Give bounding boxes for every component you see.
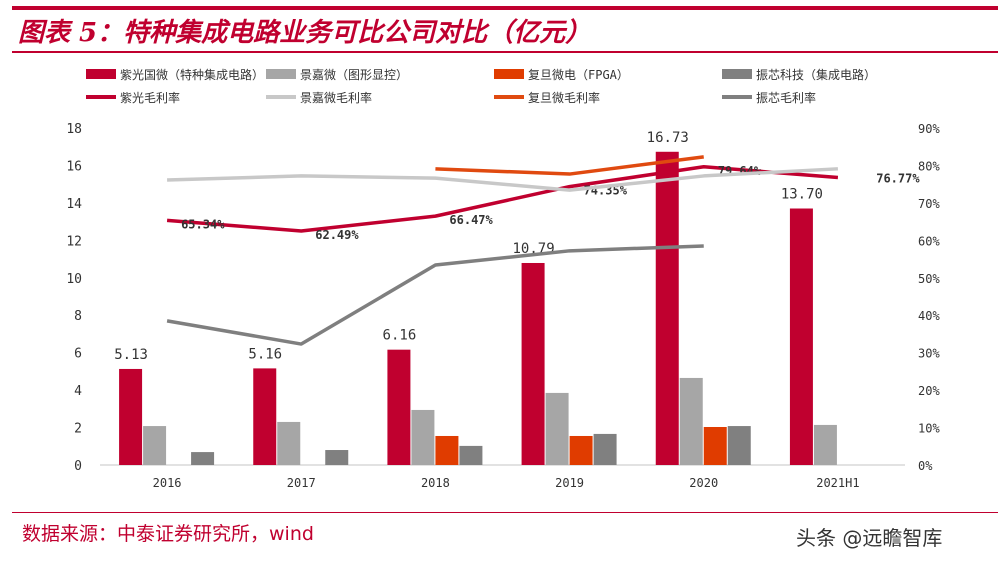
bar-1 <box>521 262 545 465</box>
y-right-tick-label: 50% <box>918 272 940 286</box>
bar-1 <box>253 368 277 465</box>
bar-data-label: 5.16 <box>248 346 282 362</box>
y-right-tick-label: 40% <box>918 309 940 323</box>
x-tick-label: 2018 <box>421 476 450 490</box>
bar-2 <box>411 409 435 465</box>
y-left-tick-label: 14 <box>66 197 82 212</box>
bar-2 <box>545 392 569 465</box>
line-data-label: 62.49% <box>315 228 359 242</box>
bar-1 <box>387 349 411 465</box>
x-tick-label: 2019 <box>555 476 584 490</box>
legend-label: 景嘉微（图形显控） <box>300 68 408 82</box>
y-left-tick-label: 0 <box>74 459 82 474</box>
line-data-label: 65.34% <box>181 217 225 231</box>
x-tick-label: 2020 <box>689 476 718 490</box>
y-right-tick-label: 0% <box>918 459 933 473</box>
title-rule <box>12 51 998 53</box>
y-left-tick-label: 4 <box>74 384 82 399</box>
bar-data-label: 16.73 <box>647 130 689 146</box>
y-right-tick-label: 30% <box>918 347 940 361</box>
bar-3 <box>569 435 593 465</box>
line-series-3 <box>435 155 704 176</box>
legend-label: 振芯毛利率 <box>756 90 816 105</box>
y-left-tick-label: 2 <box>74 422 82 437</box>
line-data-label: 76.77% <box>876 172 920 186</box>
x-tick-label: 2017 <box>287 476 316 490</box>
y-right-tick-label: 80% <box>918 159 940 173</box>
bar-2 <box>813 424 837 465</box>
x-tick-label: 2021H1 <box>816 476 859 490</box>
source-note: 数据来源：中泰证券研究所，wind <box>22 523 314 545</box>
line-series-2 <box>167 167 839 192</box>
y-left-tick-label: 16 <box>66 159 82 174</box>
y-right-tick-label: 90% <box>918 122 940 136</box>
line-series-1 <box>166 165 839 233</box>
y-right-tick-label: 60% <box>918 234 940 248</box>
y-left-tick-label: 8 <box>74 309 82 324</box>
figure-title: 图表 5：特种集成电路业务可比公司对比（亿元） <box>18 18 592 48</box>
top-rule <box>12 6 998 10</box>
bar-1 <box>119 368 143 465</box>
x-tick-label: 2016 <box>153 476 182 490</box>
bar-4 <box>191 452 215 465</box>
chart: 0 2 4 6 8 10 12 14 16 18 0% 10% 20% 30% 40% 50% 60% 70% 80… <box>66 67 940 490</box>
y-right-tick-label: 20% <box>918 384 940 398</box>
bar-data-label: 13.70 <box>781 187 823 203</box>
bar-data-label: 6.16 <box>383 328 417 344</box>
y-right-tick-label: 70% <box>918 197 940 211</box>
line-data-label: 66.47% <box>449 213 493 227</box>
bar-4 <box>727 426 751 465</box>
y-left-tick-label: 10 <box>66 272 82 287</box>
legend-label: 紫光毛利率 <box>120 90 180 105</box>
legend-swatch-bar <box>494 69 524 79</box>
legend-swatch-bar <box>722 69 752 79</box>
watermark: 头条 @远瞻智库 <box>796 526 943 550</box>
y-right-tick-label: 10% <box>918 422 940 436</box>
legend-label: 振芯科技（集成电路） <box>756 67 876 82</box>
bar-2 <box>143 426 167 465</box>
bar-4 <box>459 445 483 465</box>
bar-2 <box>277 421 301 465</box>
bar-2 <box>679 377 703 465</box>
legend-swatch-bar <box>86 69 116 79</box>
footer-rule <box>12 512 998 513</box>
y-left-tick-label: 18 <box>66 122 82 137</box>
legend-label: 复旦微毛利率 <box>528 90 600 105</box>
bar-data-label: 5.13 <box>114 347 148 363</box>
line-series-4 <box>166 244 704 346</box>
legend-label: 景嘉微毛利率 <box>300 90 372 105</box>
bar-4 <box>593 433 617 465</box>
legend-label: 复旦微电（FPGA） <box>528 68 629 82</box>
y-left-tick-label: 6 <box>74 347 82 362</box>
bar-1 <box>655 151 679 465</box>
bar-3 <box>703 426 727 465</box>
legend-label: 紫光国微（特种集成电路） <box>120 67 264 82</box>
bar-4 <box>325 450 349 465</box>
bar-1 <box>789 208 813 465</box>
legend-swatch-bar <box>266 69 296 79</box>
bar-3 <box>435 435 459 465</box>
y-left-tick-label: 12 <box>66 234 82 249</box>
